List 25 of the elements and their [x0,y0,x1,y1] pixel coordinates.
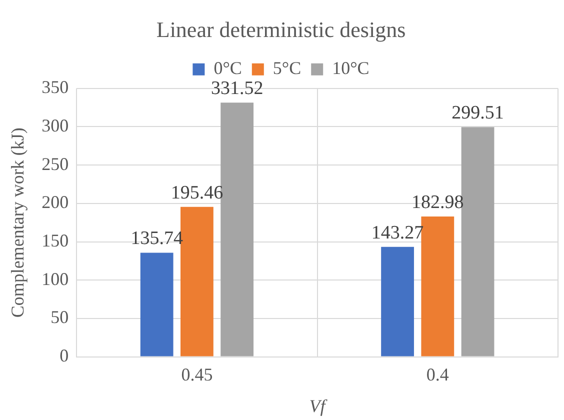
bar [220,102,254,356]
bar [381,246,414,356]
x-tick-label: 0.4 [426,364,449,384]
bar [461,127,494,356]
data-label: 182.98 [412,192,464,213]
data-label: 299.51 [452,102,504,124]
y-tick-label: 350 [42,77,69,98]
y-tick-label: 150 [42,230,69,251]
y-tick-label: 200 [42,192,69,212]
y-tick-label: 0 [60,346,69,366]
data-label: 331.52 [210,78,264,100]
legend-label: 10°C [332,58,370,78]
x-axis-title: Vf [309,396,328,416]
chart-title: Linear deterministic designs [156,16,406,42]
legend-label: 0°C [214,58,242,78]
y-tick-label: 100 [42,268,69,289]
y-tick-label: 50 [50,307,69,328]
y-axis-title: Complementary work (kJ) [8,128,28,318]
y-tick-label: 300 [42,115,69,136]
bar [421,216,454,356]
data-label: 195.46 [170,182,224,204]
y-tick-label: 250 [42,154,69,174]
bar [140,252,174,356]
legend-label: 5°C [272,58,302,78]
x-tick-label: 0.45 [181,364,213,384]
